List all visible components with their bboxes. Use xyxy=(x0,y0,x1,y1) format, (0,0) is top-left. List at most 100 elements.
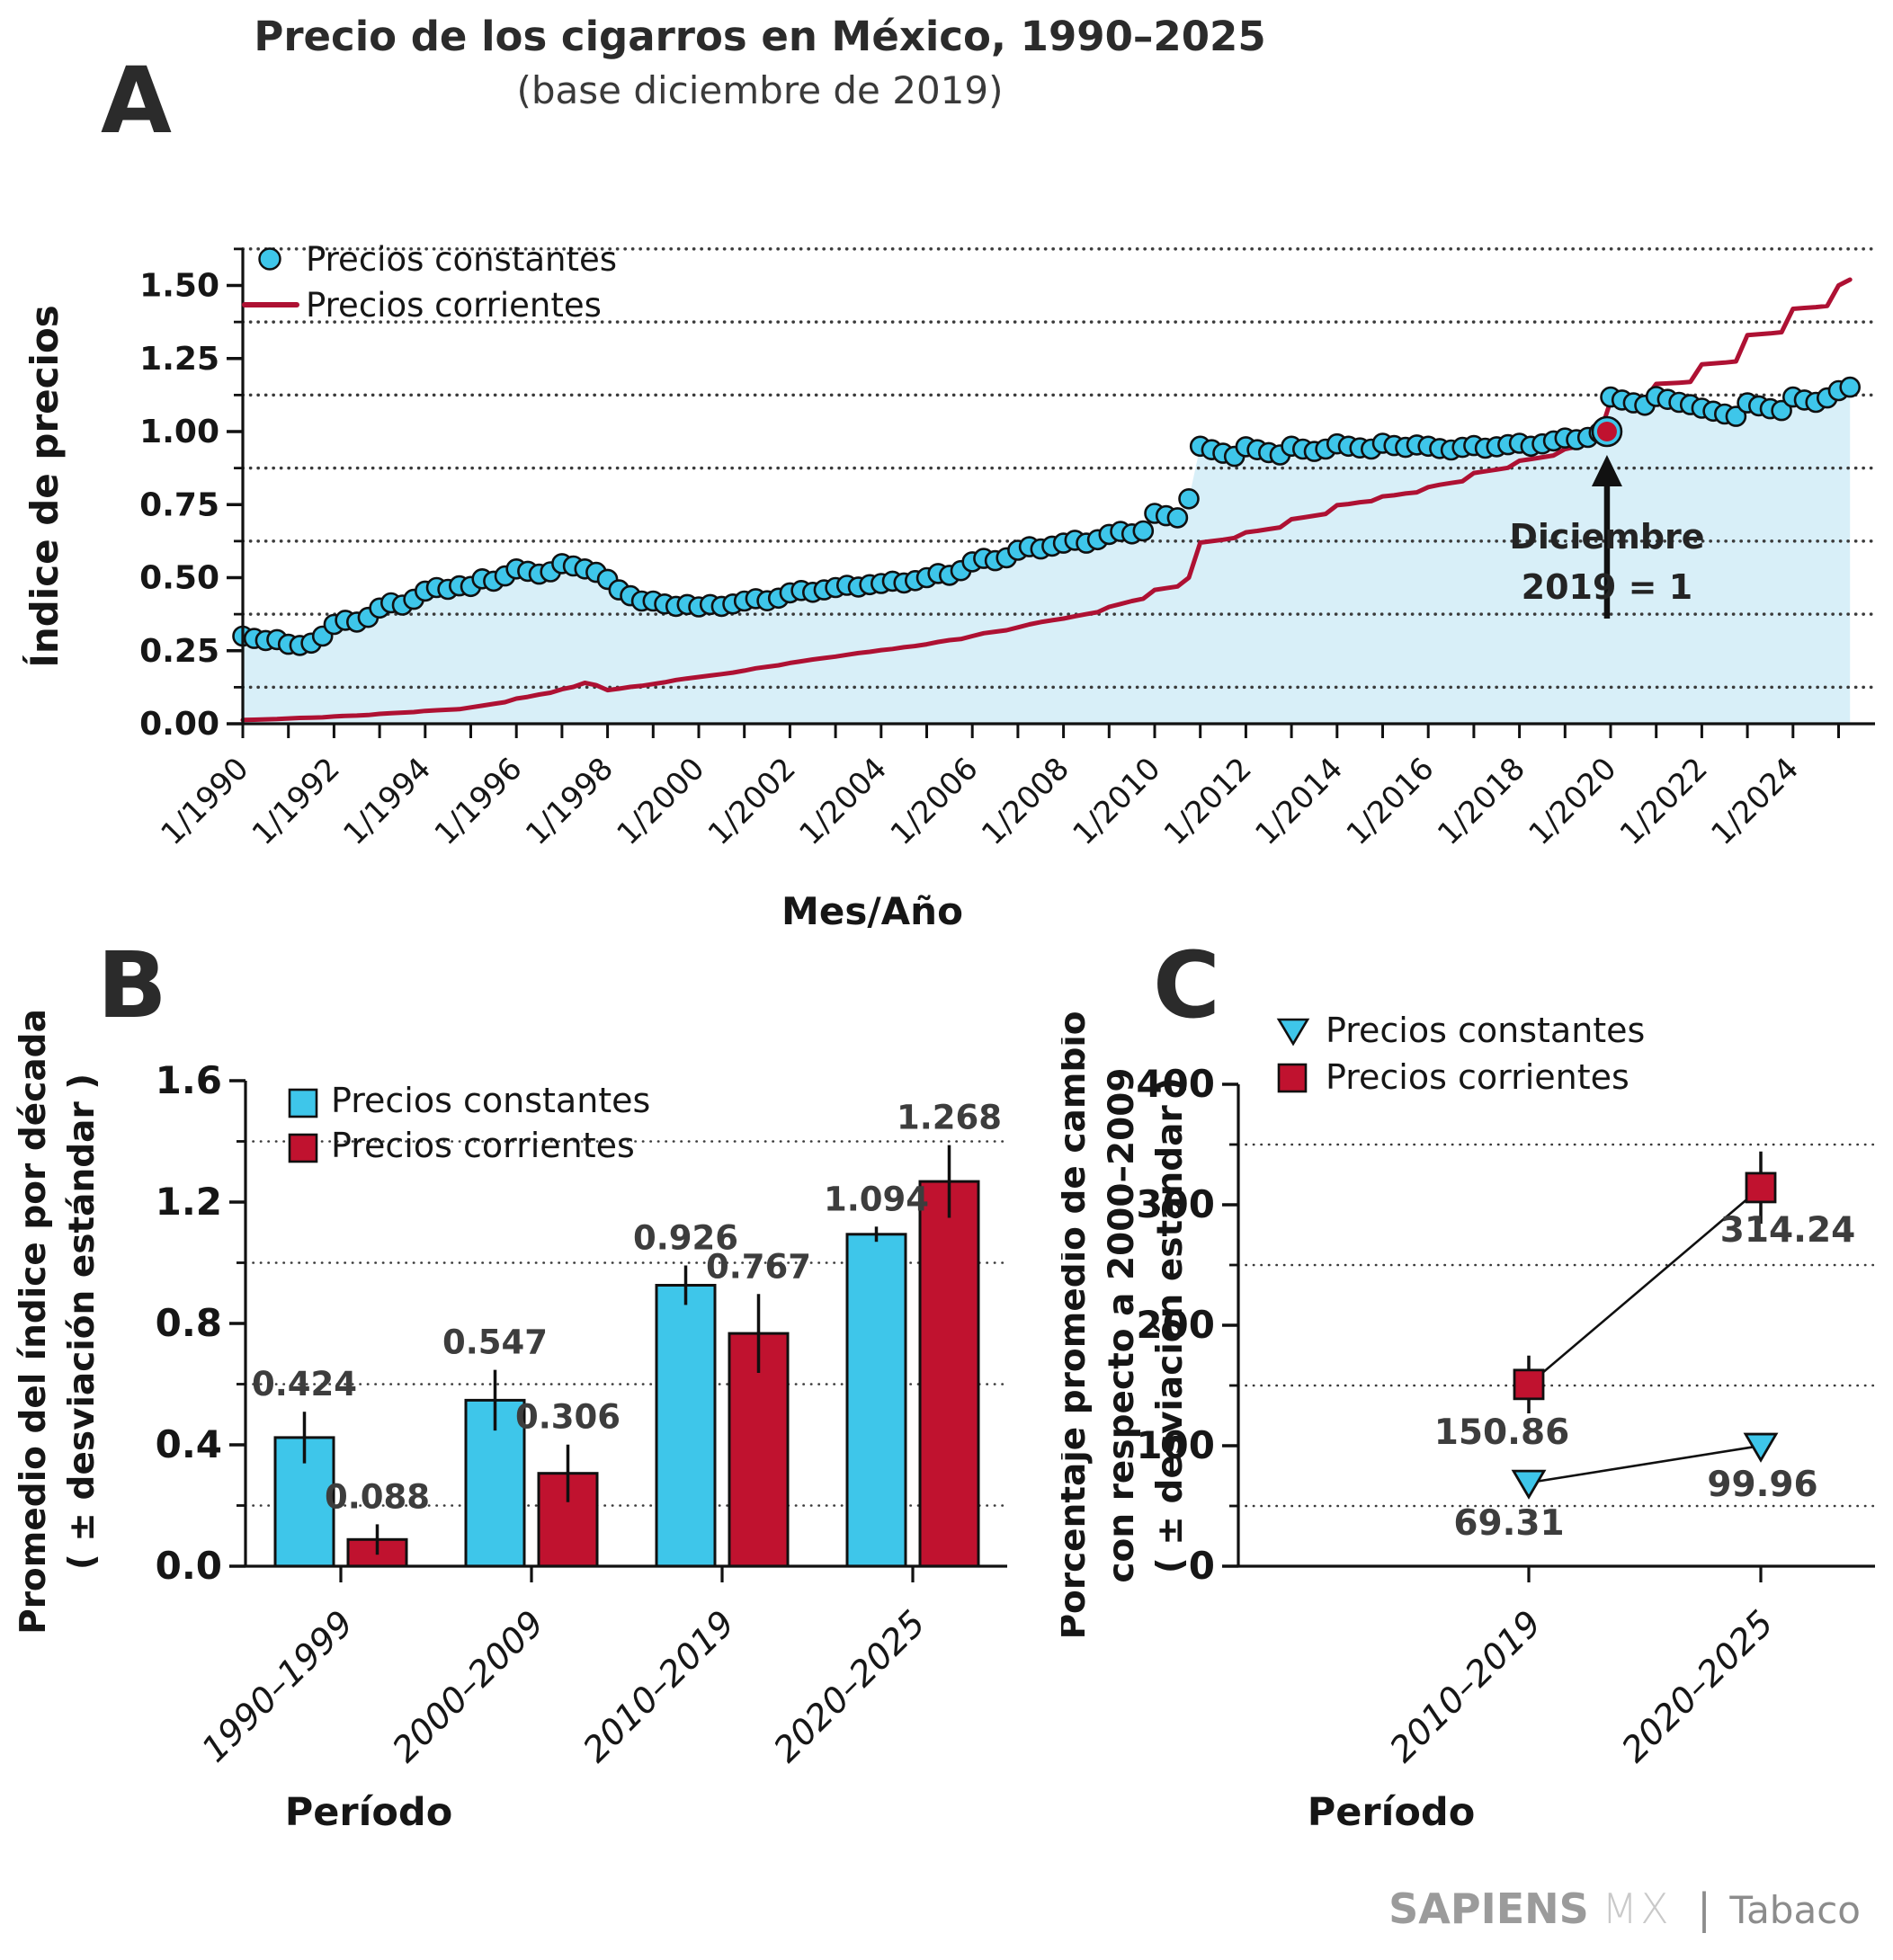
category-label: 2010–2019 xyxy=(1382,1603,1549,1770)
square-marker xyxy=(1745,1172,1777,1204)
category-label: 1990–1999 xyxy=(194,1603,362,1770)
point-value-label: 69.31 xyxy=(1453,1503,1564,1544)
footer-product: Tabaco xyxy=(1729,1888,1861,1932)
footer-separator: | xyxy=(1697,1884,1711,1933)
svg-text:1/1998: 1/1998 xyxy=(519,751,621,852)
annotation-line2: 2019 = 1 xyxy=(1522,567,1693,607)
bar xyxy=(918,1180,980,1568)
panel-a-label: A xyxy=(101,48,172,155)
legend-label-corrientes: Precios corrientes xyxy=(331,1126,635,1165)
category-label: 2010–2019 xyxy=(576,1603,743,1770)
point-value-label: 150.86 xyxy=(1434,1412,1570,1453)
svg-text:1/2022: 1/2022 xyxy=(1613,751,1715,852)
panel-b-label: B xyxy=(97,932,167,1039)
category-label: 2020–2025 xyxy=(1614,1603,1781,1770)
svg-text:1/1990: 1/1990 xyxy=(154,751,255,852)
y-axis-title-line2: ( ± desviación estándar ) xyxy=(62,1074,103,1570)
december-2019-marker xyxy=(1591,415,1623,448)
panel-c-chart: 69.31 99.96 150.86 314.24 0 100 200 300 400 2010–… xyxy=(1061,1011,1877,1835)
bar xyxy=(655,1284,717,1568)
svg-text:1.25: 1.25 xyxy=(139,341,219,378)
y-axis-title: Índice de precios xyxy=(22,305,67,668)
x-tick-labels: 1/19901/19921/19941/19961/19981/20001/20… xyxy=(154,724,1840,852)
svg-text:1/1992: 1/1992 xyxy=(246,751,347,852)
svg-text:0.8: 0.8 xyxy=(156,1301,222,1345)
y-tick-labels: 0.0 0.4 0.8 1.2 1.6 xyxy=(156,1058,246,1588)
svg-text:1/2014: 1/2014 xyxy=(1248,751,1350,852)
svg-text:0.4: 0.4 xyxy=(156,1422,222,1466)
svg-text:1/2012: 1/2012 xyxy=(1157,751,1259,852)
svg-text:1/2004: 1/2004 xyxy=(792,751,894,852)
legend: Precios constantes Precios corrientes xyxy=(242,240,617,325)
legend-dot-marker xyxy=(258,247,281,271)
legend-label-constantes: Precios constantes xyxy=(331,1081,650,1120)
legend-square-marker xyxy=(1277,1063,1308,1093)
legend-triangle-marker xyxy=(1276,1018,1310,1047)
svg-text:1/2008: 1/2008 xyxy=(975,751,1076,852)
panel-a-chart: 0.00 0.25 0.50 0.75 1.00 1.25 1.50 1/19901/1992… xyxy=(22,240,1877,933)
svg-text:1/2010: 1/2010 xyxy=(1066,751,1167,852)
connector-lines xyxy=(1528,1186,1762,1484)
figure-title: Precio de los cigarros en México, 1990–2… xyxy=(254,13,1266,60)
svg-text:1/2000: 1/2000 xyxy=(610,751,711,852)
svg-text:0.0: 0.0 xyxy=(156,1544,222,1588)
legend: Precios constantes Precios corrientes xyxy=(1276,1011,1645,1097)
bar-value-label: 1.094 xyxy=(824,1180,929,1218)
svg-text:0: 0 xyxy=(1189,1544,1215,1588)
legend: Precios constantes Precios corrientes xyxy=(288,1081,650,1165)
legend-label-constantes: Precios constantes xyxy=(1326,1011,1645,1050)
y-axis-title-line1: Promedio del índice por década xyxy=(13,1009,54,1635)
svg-text:1/2018: 1/2018 xyxy=(1431,751,1532,852)
svg-text:1.50: 1.50 xyxy=(139,268,219,305)
legend-square-red xyxy=(288,1133,318,1163)
footer-brand: SAPIENS xyxy=(1388,1884,1589,1933)
point-value-label: 99.96 xyxy=(1707,1465,1817,1505)
annotation-line1: Diciembre xyxy=(1509,517,1704,557)
gridlines xyxy=(1237,1143,1877,1508)
triangle-marker xyxy=(1511,1469,1547,1500)
svg-text:1.2: 1.2 xyxy=(156,1180,222,1224)
bar-value-label: 0.767 xyxy=(706,1247,811,1286)
category-label: 2020–2025 xyxy=(766,1603,933,1770)
bar-value-label: 0.088 xyxy=(325,1477,430,1516)
footer-region: MX xyxy=(1602,1884,1672,1933)
svg-text:0.25: 0.25 xyxy=(139,633,219,670)
svg-text:1/2024: 1/2024 xyxy=(1704,751,1806,852)
triangle-marker xyxy=(1743,1432,1779,1463)
legend-square-cyan xyxy=(288,1088,318,1118)
figure-subtitle: (base diciembre de 2019) xyxy=(516,68,1004,112)
constant-price-dots xyxy=(232,376,1861,656)
x-axis-title: Período xyxy=(1308,1790,1476,1835)
svg-text:0.50: 0.50 xyxy=(139,560,219,597)
x-tick-labels: 1990–1999 2000–2009 2010–2019 2020–2025 xyxy=(194,1566,933,1770)
y-axis-title-line1: Porcentaje promedio de cambio xyxy=(1061,1011,1094,1639)
svg-text:100: 100 xyxy=(1136,1423,1215,1467)
category-label: 2000–2009 xyxy=(385,1603,552,1770)
svg-text:1/2002: 1/2002 xyxy=(701,751,803,852)
y-tick-labels: 0 100 200 300 400 xyxy=(1136,1062,1238,1588)
svg-text:1/1994: 1/1994 xyxy=(336,751,438,852)
bar xyxy=(845,1233,907,1568)
y-axis-title-line3: ( ± desviación estándar ) xyxy=(1150,1077,1191,1573)
svg-text:0.00: 0.00 xyxy=(139,706,219,743)
footer-credit: SAPIENS MX | Tabaco xyxy=(1388,1884,1861,1933)
point-value-label: 314.24 xyxy=(1720,1210,1856,1251)
svg-text:1.6: 1.6 xyxy=(156,1058,222,1102)
bar-value-label: 0.547 xyxy=(442,1323,548,1362)
svg-text:400: 400 xyxy=(1136,1062,1215,1106)
bar-value-label: 0.306 xyxy=(515,1398,621,1437)
x-axis-title: Período xyxy=(285,1790,453,1835)
legend-label-constantes: Precios constantes xyxy=(306,240,617,279)
svg-text:1.00: 1.00 xyxy=(139,414,219,450)
svg-text:1/2016: 1/2016 xyxy=(1340,751,1442,852)
legend-label-corrientes: Precios corrientes xyxy=(1326,1057,1630,1097)
svg-text:1/1996: 1/1996 xyxy=(428,751,530,852)
annotation-arrowhead xyxy=(1591,455,1622,486)
y-tick-labels: 0.00 0.25 0.50 0.75 1.00 1.25 1.50 xyxy=(139,247,243,743)
bar-value-label: 1.268 xyxy=(897,1099,1002,1137)
y-axis-title-line2: con respecto a 2000–2009 xyxy=(1102,1067,1142,1582)
annotation-diciembre: Diciembre 2019 = 1 xyxy=(1509,455,1705,619)
